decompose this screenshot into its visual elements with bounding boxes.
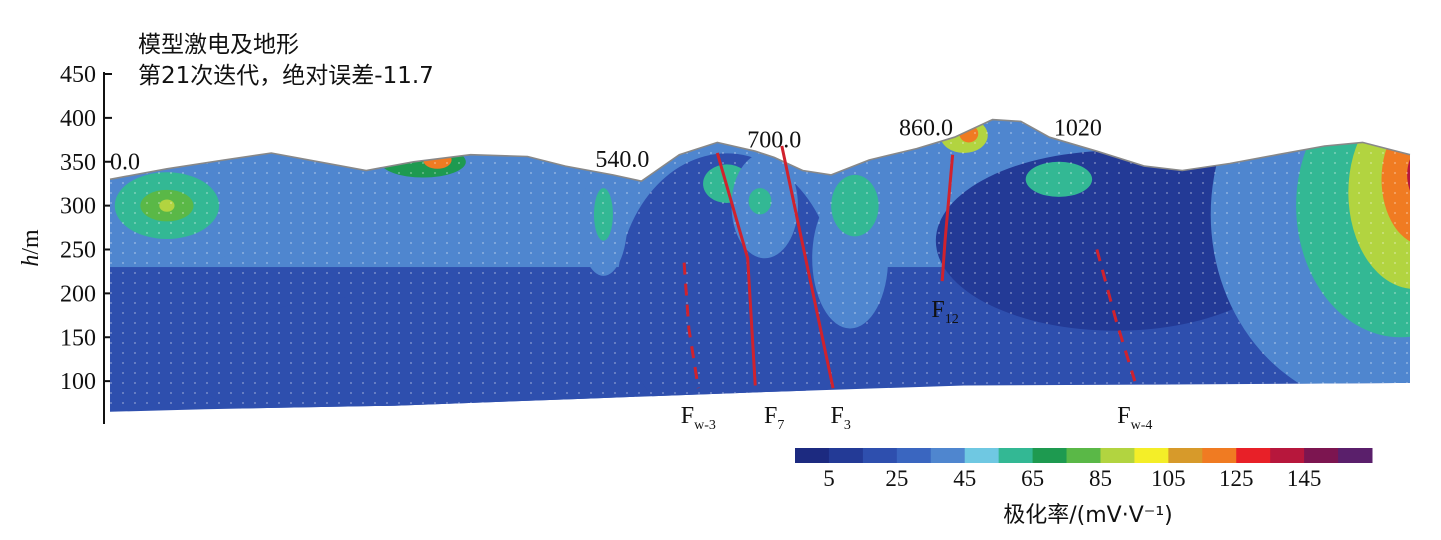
colorbar-swatch (964, 448, 1000, 463)
fault-label: Fw-3 (681, 403, 716, 433)
station-label: 1020 (1054, 116, 1102, 142)
colorbar-title: 极化率/(mV·V⁻¹) (1003, 503, 1173, 528)
y-tick-label: 150 (60, 325, 96, 351)
colorbar-swatch (1202, 448, 1237, 463)
colorbar-swatch (795, 448, 830, 463)
station-label: 700.0 (747, 127, 801, 153)
y-tick-label: 200 (60, 281, 96, 307)
y-tick-label: 100 (60, 369, 96, 395)
colorbar-tick-label: 5 (823, 466, 835, 491)
colorbar-swatch (998, 448, 1034, 463)
inferred-fault-line (1095, 249, 1137, 382)
colorbar-tick-label: 45 (953, 466, 976, 491)
fault-label: F3 (830, 403, 850, 433)
fault-label: F7 (764, 403, 784, 433)
y-tick-label: 250 (60, 238, 96, 264)
colorbar-swatch (1338, 448, 1373, 463)
colorbar-swatch (1304, 448, 1339, 463)
colorbar-labels: 5 25 45 65 85 105 125 145 (823, 466, 1321, 491)
fault-labels: Fw-3 F7 F3 F12 Fw-4 (681, 297, 1153, 433)
colorbar-swatch (862, 448, 898, 463)
station-label: 0.0 (110, 149, 140, 175)
colorbar-swatch (1134, 448, 1169, 463)
colorbar-swatch (1032, 448, 1068, 463)
colorbar-swatch (896, 448, 932, 463)
fault-line (715, 152, 757, 386)
y-axis-ticks: 450 400 350 300 250 200 150 100 (60, 62, 112, 395)
station-label: 860.0 (899, 116, 953, 142)
colorbar-tick-label: 85 (1089, 466, 1112, 491)
fault-line (940, 154, 955, 282)
fault-line (780, 145, 835, 389)
colorbar (795, 448, 1373, 463)
title-line-2: 第21次迭代，绝对误差-11.7 (138, 63, 434, 89)
colorbar-swatch (1270, 448, 1305, 463)
anomaly-contour (1407, 139, 1410, 211)
topography-line (109, 118, 1411, 182)
colorbar-swatch (828, 448, 864, 463)
title-line-1: 模型激电及地形 (138, 32, 299, 58)
y-tick-label: 350 (60, 150, 96, 176)
colorbar-tick-label: 65 (1021, 466, 1044, 491)
colorbar-tick-label: 125 (1219, 466, 1254, 491)
y-tick-label: 300 (60, 194, 96, 220)
fault-label: Fw-4 (1117, 403, 1152, 433)
colorbar-swatch (1236, 448, 1271, 463)
colorbar-swatch (1100, 448, 1135, 463)
y-axis-label: h/m (18, 229, 44, 267)
colorbar-swatch (1066, 448, 1101, 463)
colorbar-tick-label: 25 (885, 466, 908, 491)
y-tick-label: 450 (60, 62, 96, 88)
station-label: 540.0 (595, 147, 649, 173)
y-tick-label: 400 (60, 106, 96, 132)
inferred-fault-line (682, 262, 700, 389)
fault-label: F12 (931, 297, 958, 327)
colorbar-tick-label: 105 (1151, 466, 1186, 491)
station-labels: 0.0 540.0 700.0 860.0 1020 (110, 116, 1102, 176)
colorbar-swatch (1168, 448, 1203, 463)
colorbar-tick-label: 145 (1287, 466, 1322, 491)
colorbar-swatch (930, 448, 966, 463)
